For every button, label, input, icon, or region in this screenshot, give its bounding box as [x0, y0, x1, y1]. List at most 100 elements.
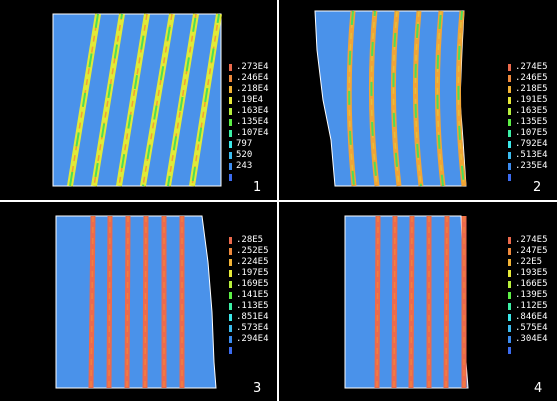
legend-swatch	[229, 119, 232, 126]
legend-swatch	[229, 86, 232, 93]
legend-label: .252E5	[236, 246, 269, 256]
horizontal-divider	[0, 200, 557, 202]
stress-band-edge	[167, 13, 197, 187]
legend-label: .112E5	[515, 301, 548, 311]
legend-label: .294E4	[236, 334, 269, 344]
legend-swatch	[508, 292, 511, 299]
legend-label: .792E4	[515, 139, 548, 149]
legend-label: .193E5	[515, 268, 548, 278]
legend-swatch	[229, 325, 232, 332]
legend-label: .246E5	[515, 73, 548, 83]
stress-band-low	[436, 10, 444, 187]
legend-label: .218E4	[236, 84, 269, 94]
plot-panel-1: .273E4.246E4.218E4.19E4.163E4.135E4.107E…	[0, 0, 277, 200]
stress-band-low	[457, 10, 465, 187]
contour-plot-2	[314, 10, 467, 187]
stress-band-edge	[410, 215, 413, 389]
legend-label: .141E5	[236, 290, 269, 300]
stress-band-edge	[414, 10, 422, 187]
legend-swatch	[508, 325, 511, 332]
legend-swatch	[508, 259, 511, 266]
legend-label: .28E5	[236, 235, 264, 245]
legend-swatch	[508, 174, 511, 181]
legend-label: .166E5	[515, 279, 548, 289]
legend-swatch	[508, 97, 511, 104]
stress-band-edge	[93, 13, 123, 187]
legend-swatch	[508, 281, 511, 288]
legend-label: .273E4	[236, 62, 269, 72]
legend-swatch	[508, 237, 511, 244]
legend-label: .163E5	[515, 106, 548, 116]
legend-swatch	[508, 119, 511, 126]
stress-band-edge	[376, 215, 379, 389]
legend-swatch	[508, 347, 511, 354]
stress-band-low	[348, 10, 355, 187]
contour-plot-3	[55, 215, 217, 389]
legend-swatch	[229, 75, 232, 82]
stress-band-edge	[393, 215, 396, 389]
legend-label: .246E4	[236, 73, 269, 83]
legend-label: .191E5	[515, 95, 548, 105]
legend-swatch	[508, 248, 511, 255]
legend-label: .846E4	[515, 312, 548, 322]
legend-label: .573E4	[236, 323, 269, 333]
legend-label: .113E5	[236, 301, 269, 311]
stress-band-edge	[108, 215, 111, 389]
stress-band-low	[414, 10, 422, 187]
legend-swatch	[229, 248, 232, 255]
legend-swatch	[229, 314, 232, 321]
legend-label: .218E5	[515, 84, 548, 94]
legend-label: .135E5	[515, 117, 548, 127]
legend-label: .22E5	[515, 257, 543, 267]
legend-swatch	[508, 314, 511, 321]
legend-label: .274E5	[515, 62, 548, 72]
legend-label: .197E5	[236, 268, 269, 278]
stress-band-low	[69, 13, 99, 187]
legend-swatch	[229, 130, 232, 137]
legend-swatch	[508, 108, 511, 115]
legend-label: .235E4	[515, 161, 548, 171]
panel-number-3: 3	[253, 381, 262, 396]
legend-swatch	[229, 336, 232, 343]
legend-swatch	[508, 64, 511, 71]
legend-swatch	[508, 130, 511, 137]
legend-swatch	[508, 75, 511, 82]
legend-swatch	[229, 347, 232, 354]
panel-number-4: 4	[534, 381, 543, 396]
legend-swatch	[229, 141, 232, 148]
legend-swatch	[229, 303, 232, 310]
plot-panel-4: .274E5.247E5.22E5.193E5.166E5.139E5.112E…	[279, 202, 557, 401]
panel-number-2: 2	[533, 180, 542, 195]
stress-band-edge	[348, 10, 355, 187]
legend-label: 520	[236, 150, 253, 160]
legend-swatch	[508, 303, 511, 310]
panel-number-1: 1	[253, 180, 262, 195]
legend-label: .513E4	[515, 150, 548, 160]
body-region	[55, 215, 217, 389]
legend-label: .169E5	[236, 279, 269, 289]
legend-label: .274E5	[515, 235, 548, 245]
stress-band-edge	[90, 215, 94, 389]
plot-panel-3: .28E5.252E5.224E5.197E5.169E5.141E5.113E…	[0, 202, 277, 401]
legend-swatch	[229, 270, 232, 277]
legend-swatch	[229, 152, 232, 159]
legend-swatch	[229, 292, 232, 299]
legend-swatch	[229, 108, 232, 115]
legend-label: .107E5	[515, 128, 548, 138]
legend-swatch	[229, 259, 232, 266]
stress-band-low	[167, 13, 197, 187]
plot-panel-2: .274E5.246E5.218E5.191E5.163E5.135E5.107…	[279, 0, 557, 200]
stress-band-edge	[69, 13, 99, 187]
stress-band-low	[142, 13, 173, 187]
legend-label: .575E4	[515, 323, 548, 333]
legend-label: 797	[236, 139, 253, 149]
legend-swatch	[229, 237, 232, 244]
stress-band-edge	[144, 215, 147, 389]
legend-label: .107E4	[236, 128, 269, 138]
legend-swatch	[229, 174, 232, 181]
stress-band-low	[392, 10, 400, 187]
legend-swatch	[229, 97, 232, 104]
stress-band-edge	[457, 10, 465, 187]
contour-plot-1	[52, 13, 222, 187]
stress-band-low	[118, 13, 148, 187]
